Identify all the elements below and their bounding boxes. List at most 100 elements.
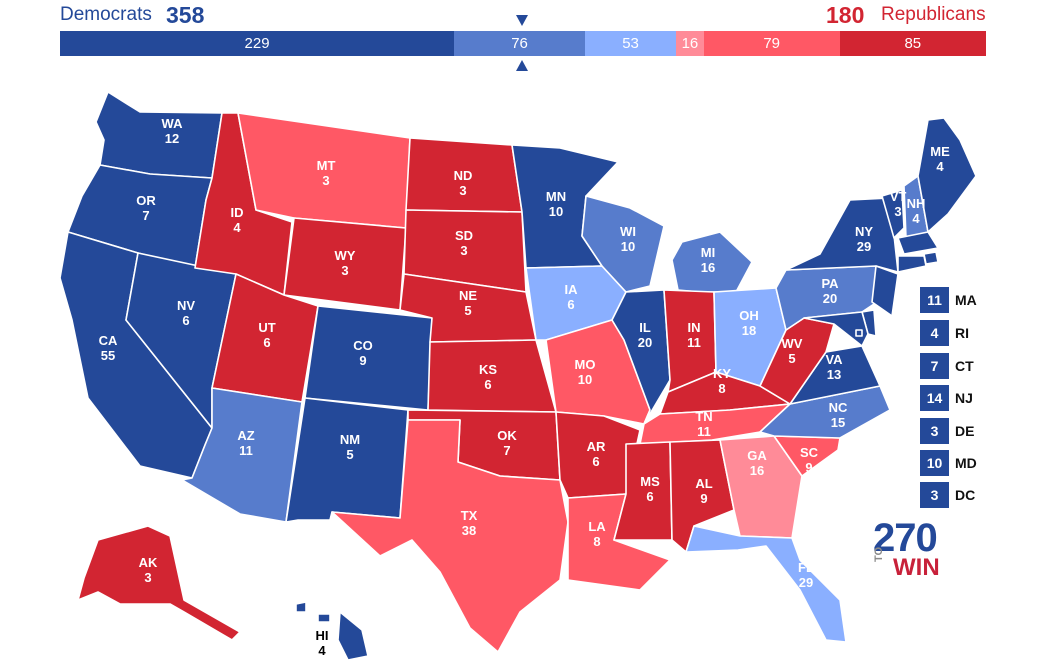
- state-wi[interactable]: [581, 195, 665, 293]
- state-abbr-nc: NC: [829, 400, 848, 415]
- tally-header: Democrats 358 180 Republicans: [0, 0, 1050, 32]
- state-ak[interactable]: [77, 525, 241, 641]
- state-abbr-ut: UT: [258, 320, 275, 335]
- state-ny[interactable]: [785, 197, 899, 273]
- state-abbr-tn: TN: [695, 409, 712, 424]
- state-ev-or: 7: [142, 208, 149, 223]
- legend-row-ma[interactable]: 11 MA: [920, 287, 1030, 313]
- state-abbr-nh: NH: [907, 196, 926, 211]
- legend-name-ri: RI: [955, 325, 969, 341]
- state-abbr-wi: WI: [620, 224, 636, 239]
- state-ev-fl: 29: [799, 575, 813, 590]
- state-ev-ky: 8: [718, 381, 725, 396]
- state-vt[interactable]: [881, 189, 905, 239]
- state-label-ga: GA 16: [747, 448, 767, 478]
- state-abbr-ak: AK: [139, 555, 158, 570]
- state-az[interactable]: [181, 387, 303, 523]
- state-label-tx: TX 38: [461, 508, 478, 538]
- state-label-il: IL 20: [638, 320, 652, 350]
- state-abbr-fl: FL: [798, 560, 814, 575]
- state-dc[interactable]: [855, 329, 863, 337]
- state-abbr-nm: NM: [340, 432, 360, 447]
- state-wa[interactable]: [95, 91, 223, 179]
- democrats-total: 358: [166, 2, 205, 28]
- legend-name-md: MD: [955, 455, 977, 471]
- legend-row-dc[interactable]: 3 DC: [920, 482, 1030, 508]
- state-abbr-wv: WV: [782, 336, 803, 351]
- state-ev-ca: 55: [101, 348, 115, 363]
- state-label-pa: PA 20: [821, 276, 839, 306]
- state-label-la: LA 8: [588, 519, 606, 549]
- state-ma[interactable]: [897, 231, 939, 255]
- state-label-sd: SD 3: [455, 228, 473, 258]
- state-hi-islands[interactable]: [295, 601, 307, 613]
- state-ev-ks: 6: [484, 377, 491, 392]
- state-ev-ny: 29: [857, 239, 871, 254]
- logo-to: TO: [873, 546, 885, 562]
- state-me[interactable]: [917, 117, 977, 233]
- state-hi[interactable]: [337, 611, 369, 661]
- state-abbr-ny: NY: [855, 224, 873, 239]
- state-ut[interactable]: [211, 273, 319, 403]
- legend-row-md[interactable]: 10 MD: [920, 450, 1030, 476]
- state-label-ak: AK 3: [139, 555, 158, 585]
- legend-name-dc: DC: [955, 487, 976, 503]
- state-abbr-pa: PA: [821, 276, 839, 291]
- state-ev-il: 20: [638, 335, 652, 350]
- state-label-wi: WI 10: [620, 224, 636, 254]
- state-abbr-sd: SD: [455, 228, 473, 243]
- state-label-oh: OH 18: [739, 308, 759, 338]
- state-label-vt: VT 3: [890, 189, 907, 219]
- state-md[interactable]: [803, 311, 869, 347]
- legend-row-nj[interactable]: 14 NJ: [920, 385, 1030, 411]
- state-label-ia: IA 6: [565, 282, 579, 312]
- state-ev-ga: 16: [750, 463, 764, 478]
- state-label-ms: MS 6: [640, 474, 660, 504]
- state-ev-wi: 10: [621, 239, 635, 254]
- 270towin-logo[interactable]: 270 TO WIN: [873, 518, 953, 582]
- state-ms[interactable]: [613, 441, 673, 541]
- legend-name-ct: CT: [955, 358, 974, 374]
- state-tx[interactable]: [331, 419, 569, 653]
- legend-name-ma: MA: [955, 292, 977, 308]
- state-ev-oh: 18: [742, 323, 756, 338]
- state-ev-id: 4: [233, 220, 241, 235]
- state-fl[interactable]: [685, 525, 847, 643]
- bar-segment-safe-d: 229: [60, 31, 455, 56]
- state-label-ny: NY 29: [855, 224, 873, 254]
- state-abbr-in: IN: [688, 320, 701, 335]
- state-co[interactable]: [304, 305, 433, 411]
- state-ev-la: 8: [593, 534, 600, 549]
- legend-row-de[interactable]: 3 DE: [920, 418, 1030, 444]
- state-ev-ms: 6: [646, 489, 653, 504]
- state-ev-tn: 11: [697, 424, 711, 439]
- state-ct[interactable]: [897, 255, 927, 273]
- legend-ev-ri: 4: [920, 320, 949, 346]
- state-label-ar: AR 6: [587, 439, 606, 469]
- state-abbr-wa: WA: [162, 116, 184, 131]
- state-label-sc: SC 9: [800, 445, 819, 475]
- state-abbr-al: AL: [695, 476, 712, 491]
- state-abbr-co: CO: [353, 338, 373, 353]
- state-ev-co: 9: [359, 353, 366, 368]
- state-ri[interactable]: [923, 251, 939, 265]
- state-label-in: IN 11: [687, 320, 701, 350]
- midpoint-marker-bottom: [516, 60, 528, 71]
- legend-row-ct[interactable]: 7 CT: [920, 353, 1030, 379]
- state-hi-maui[interactable]: [317, 613, 331, 623]
- state-nj[interactable]: [871, 265, 899, 317]
- state-ev-nd: 3: [459, 183, 466, 198]
- legend-row-ri[interactable]: 4 RI: [920, 320, 1030, 346]
- state-label-mi: MI 16: [701, 245, 715, 275]
- state-abbr-hi: HI: [316, 628, 329, 643]
- state-label-va: VA 13: [825, 352, 843, 382]
- state-ev-wv: 5: [788, 351, 795, 366]
- state-label-mo: MO 10: [575, 357, 596, 387]
- state-ev-nv: 6: [182, 313, 189, 328]
- state-label-fl: FL 29: [798, 560, 814, 590]
- state-label-nh: NH 4: [907, 196, 926, 226]
- state-abbr-wy: WY: [335, 248, 356, 263]
- state-abbr-va: VA: [825, 352, 843, 367]
- state-ev-nh: 4: [912, 211, 920, 226]
- state-abbr-mn: MN: [546, 189, 566, 204]
